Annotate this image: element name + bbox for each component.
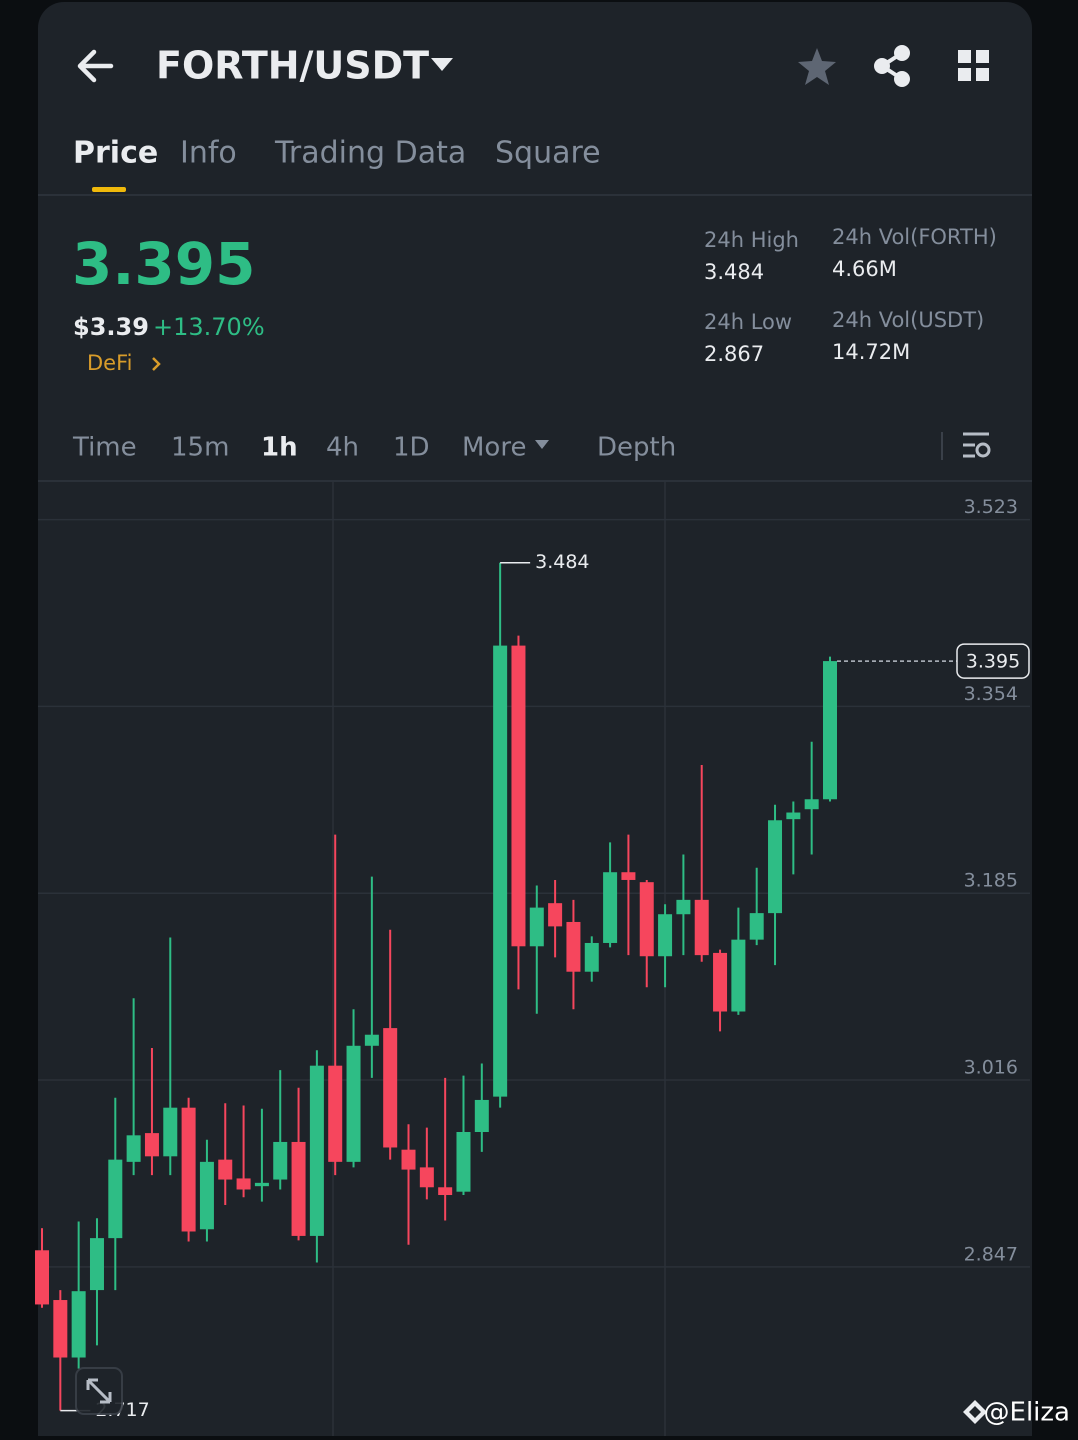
interval[interactable]: 1D <box>393 433 430 463</box>
pair-title[interactable]: FORTH/USDT <box>156 44 429 88</box>
back-button[interactable] <box>77 49 114 83</box>
y-tick-label: 3.523 <box>964 496 1018 518</box>
candle-body <box>584 942 599 972</box>
high-label: 3.484 <box>535 551 589 573</box>
y-tick-label: 3.016 <box>964 1057 1018 1079</box>
candle-body <box>71 1291 86 1358</box>
last-price-label: 3.395 <box>966 651 1020 673</box>
candle-body <box>676 899 691 915</box>
candle-body <box>236 1178 251 1190</box>
interval[interactable]: 15m <box>171 433 229 463</box>
candle-body <box>474 1099 489 1133</box>
stat-value: 2.867 <box>704 342 764 366</box>
stat-label: 24h Vol(FORTH) <box>832 225 997 249</box>
last-price: 3.395 <box>72 230 255 298</box>
candle-body <box>273 1141 288 1180</box>
candle-body <box>658 914 673 957</box>
tab[interactable]: Info <box>180 136 237 171</box>
candle-body <box>309 1065 324 1236</box>
candle-body <box>548 903 563 927</box>
sector-tag[interactable]: DeFi <box>87 351 132 375</box>
candle-body <box>126 1135 141 1162</box>
stat-label: 24h Vol(USDT) <box>832 308 984 332</box>
candle-body <box>438 1187 453 1196</box>
candle-body <box>89 1238 104 1291</box>
candle-body <box>529 907 544 947</box>
candle-body <box>511 645 526 947</box>
chart-settings-icon[interactable] <box>963 432 991 458</box>
candle-body <box>603 872 618 943</box>
watermark: @Eliza <box>984 1398 1070 1428</box>
candle-body <box>144 1133 159 1157</box>
interval[interactable]: Depth <box>597 433 676 463</box>
candle-body <box>108 1159 123 1239</box>
candle-body <box>786 812 801 820</box>
interval[interactable]: Time <box>72 433 137 463</box>
candle-body <box>53 1300 68 1358</box>
candle-body <box>713 952 728 1012</box>
stat-label: 24h Low <box>704 310 792 334</box>
favorite-icon[interactable] <box>798 48 836 85</box>
candle-body <box>254 1182 269 1187</box>
candle-body <box>35 1250 49 1305</box>
candle-body <box>419 1167 434 1188</box>
candle-body <box>621 872 636 880</box>
candle-body <box>493 645 508 1097</box>
candle-body <box>383 1028 398 1148</box>
y-tick-label: 2.847 <box>964 1243 1018 1265</box>
tab[interactable]: Trading Data <box>274 136 466 171</box>
candle-body <box>694 899 709 956</box>
candle-body <box>639 882 654 957</box>
fullscreen-icon[interactable] <box>86 1378 112 1404</box>
candle-body <box>218 1159 233 1180</box>
candle-body <box>731 939 746 1012</box>
stat-value: 4.66M <box>832 257 897 281</box>
pair-caret[interactable] <box>431 58 453 71</box>
candle-body <box>181 1107 196 1232</box>
candle-body <box>364 1034 379 1046</box>
active-tab-indicator <box>92 187 126 192</box>
share-icon[interactable] <box>874 45 910 87</box>
stat-value: 3.484 <box>704 260 764 284</box>
candle-body <box>199 1161 214 1230</box>
watermark-logo <box>963 1400 987 1424</box>
y-tick-label: 3.354 <box>964 683 1018 705</box>
stat-label: 24h High <box>704 228 799 252</box>
price-change: +13.70% <box>153 313 265 341</box>
candle-body <box>456 1132 471 1192</box>
candle-body <box>823 661 837 800</box>
candle-body <box>768 820 783 914</box>
interval[interactable]: More <box>462 433 526 463</box>
candle-body <box>566 921 581 972</box>
candle-body <box>291 1141 306 1236</box>
stat-value: 14.72M <box>832 340 910 364</box>
usd-price: $3.39 <box>73 313 149 341</box>
grid-menu-icon[interactable] <box>958 50 989 81</box>
candle-body <box>346 1045 361 1162</box>
candle-body <box>163 1107 178 1157</box>
candle-body <box>804 799 819 810</box>
y-tick-label: 3.185 <box>964 870 1018 892</box>
interval[interactable]: 4h <box>326 433 359 463</box>
candle-body <box>749 913 764 940</box>
tab[interactable]: Square <box>495 136 601 171</box>
candle-body <box>328 1065 343 1162</box>
last-price-box <box>956 643 1030 679</box>
interval[interactable]: 1h <box>261 433 298 463</box>
candle-body <box>401 1149 416 1170</box>
more-caret[interactable] <box>535 440 549 449</box>
tab[interactable]: Price <box>73 136 158 171</box>
sector-chevron[interactable] <box>152 357 161 371</box>
